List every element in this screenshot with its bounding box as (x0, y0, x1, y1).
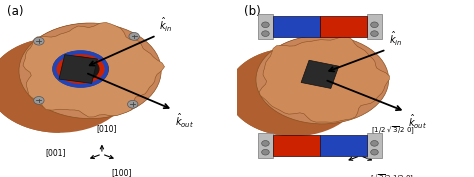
Ellipse shape (19, 23, 161, 119)
Ellipse shape (62, 57, 100, 81)
Text: [1/2 $\sqrt{3}$/2 0]: [1/2 $\sqrt{3}$/2 0] (372, 124, 415, 136)
Text: [010]: [010] (96, 124, 117, 133)
Circle shape (371, 149, 378, 155)
Circle shape (34, 96, 44, 104)
Polygon shape (301, 60, 339, 88)
Circle shape (262, 31, 269, 36)
Circle shape (129, 33, 139, 40)
Polygon shape (59, 55, 98, 83)
Circle shape (128, 100, 138, 108)
Bar (258, 133, 273, 158)
Bar (273, 135, 320, 156)
Circle shape (371, 141, 378, 146)
Bar (258, 14, 273, 39)
Polygon shape (0, 23, 90, 133)
Text: (a): (a) (7, 5, 24, 18)
Polygon shape (228, 35, 322, 136)
Polygon shape (259, 36, 390, 122)
Ellipse shape (0, 37, 130, 133)
Bar (320, 135, 367, 156)
Bar (367, 14, 382, 39)
Circle shape (262, 141, 269, 146)
Text: $\hat{k}_{in}$: $\hat{k}_{in}$ (389, 30, 402, 48)
Text: $\hat{k}_{in}$: $\hat{k}_{in}$ (159, 16, 172, 34)
Circle shape (371, 22, 378, 28)
Ellipse shape (256, 35, 389, 124)
Circle shape (371, 31, 378, 36)
Polygon shape (23, 22, 164, 117)
Text: (b): (b) (244, 5, 261, 18)
Bar (367, 133, 382, 158)
Text: $\hat{k}_{out}$: $\hat{k}_{out}$ (408, 113, 427, 131)
Circle shape (262, 149, 269, 155)
Text: [$\sqrt{3}$/2 1/2 0]: [$\sqrt{3}$/2 1/2 0] (370, 172, 414, 177)
Ellipse shape (52, 50, 109, 88)
Ellipse shape (55, 52, 107, 86)
Text: [100]: [100] (111, 168, 132, 177)
Circle shape (34, 37, 44, 45)
Circle shape (262, 22, 269, 28)
Ellipse shape (228, 48, 360, 136)
Bar (320, 16, 367, 37)
Text: $\hat{k}_{out}$: $\hat{k}_{out}$ (175, 112, 194, 130)
Text: [001]: [001] (46, 148, 66, 157)
Text: [001]: [001] (335, 143, 356, 152)
Bar (273, 16, 320, 37)
